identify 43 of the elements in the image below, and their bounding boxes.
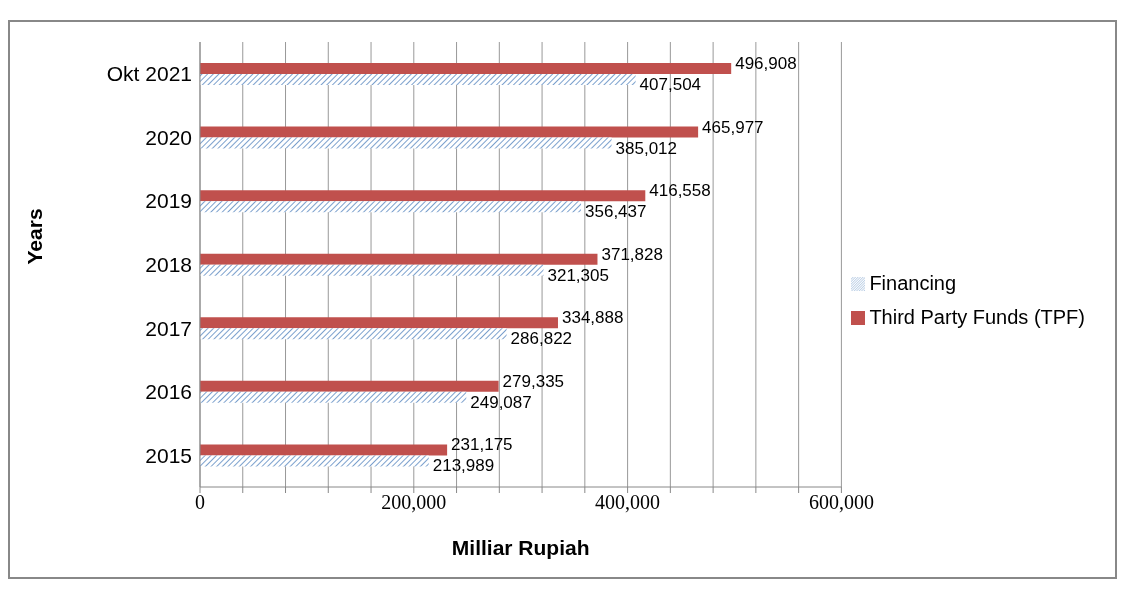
bar bbox=[200, 444, 448, 456]
bar bbox=[200, 63, 732, 74]
bar bbox=[200, 380, 499, 392]
data-label: 371,828 bbox=[601, 244, 663, 264]
bar bbox=[200, 137, 612, 149]
legend-label: Third Party Funds (TPF) bbox=[869, 305, 1085, 328]
data-label: 356,437 bbox=[585, 202, 647, 222]
data-label: 279,335 bbox=[502, 371, 565, 391]
x-tick-label: 0 bbox=[195, 491, 205, 514]
data-label: 465,977 bbox=[702, 117, 764, 137]
data-label: 496,908 bbox=[735, 53, 797, 73]
bar bbox=[200, 126, 699, 138]
data-label: 321,305 bbox=[547, 265, 609, 285]
x-tick-label: 200,000 bbox=[381, 491, 447, 514]
bar bbox=[200, 317, 558, 329]
data-label: 213,989 bbox=[432, 456, 495, 476]
data-label: 249,087 bbox=[470, 392, 532, 412]
x-axis-title: Milliar Rupiah bbox=[451, 536, 590, 559]
y-tick-label: 2019 bbox=[145, 189, 192, 213]
bar bbox=[200, 253, 598, 265]
x-tick-label: 600,000 bbox=[808, 491, 874, 514]
data-label: 334,888 bbox=[561, 308, 624, 328]
data-label: 231,175 bbox=[451, 435, 513, 455]
y-tick-label: 2020 bbox=[145, 125, 192, 149]
y-tick-label: 2015 bbox=[145, 443, 192, 467]
bar bbox=[200, 391, 467, 403]
y-tick-label: 2016 bbox=[145, 380, 192, 404]
data-label: 385,012 bbox=[615, 138, 678, 158]
data-label: 416,558 bbox=[649, 181, 711, 201]
x-tick-label: 400,000 bbox=[595, 491, 661, 514]
y-axis-title: Years bbox=[23, 208, 47, 265]
bar bbox=[200, 264, 544, 276]
legend-label: Financing bbox=[869, 271, 957, 294]
bar bbox=[200, 201, 582, 213]
bar bbox=[200, 190, 646, 202]
bar bbox=[200, 455, 429, 467]
bar bbox=[200, 74, 636, 85]
y-tick-label: 2017 bbox=[145, 316, 192, 340]
data-label: 407,504 bbox=[639, 74, 702, 94]
data-label: 286,822 bbox=[510, 329, 573, 349]
bar bbox=[200, 328, 507, 340]
y-tick-label: 2018 bbox=[145, 252, 192, 276]
y-tick-label: Okt 2021 bbox=[106, 62, 192, 86]
